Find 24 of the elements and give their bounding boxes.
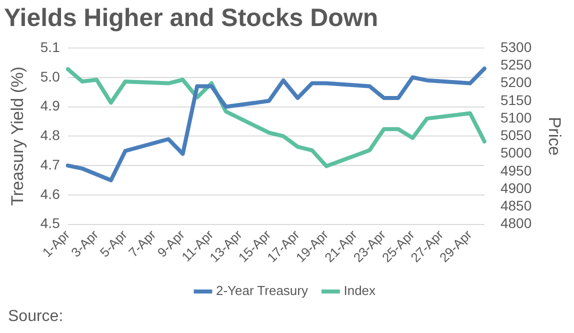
y-tick-label: 5.1 [40, 38, 60, 55]
y2-tick-label: 5200 [500, 74, 532, 90]
y-tick-label: 4.7 [40, 156, 60, 172]
y2-tick-label: 5000 [500, 144, 532, 161]
source-note: Source: [8, 308, 64, 326]
y2-tick-label: 5050 [500, 127, 532, 144]
y2-tick-label: 5300 [500, 38, 532, 55]
legend-label: Index [344, 283, 376, 298]
y-tick-label: 4.9 [40, 98, 60, 114]
y-tick-label: 5.0 [40, 68, 60, 84]
legend-label: 2-Year Treasury [216, 283, 308, 298]
y2-tick-label: 5250 [500, 56, 532, 72]
y2-tick-label: 5150 [500, 92, 532, 108]
y2-tick-label: 4800 [500, 215, 532, 232]
y2-tick-label: 5100 [500, 109, 532, 126]
y2-tick-label: 4900 [500, 180, 532, 196]
y2-tick-label: 4950 [500, 162, 532, 178]
y2-tick-label: 4850 [500, 198, 532, 214]
y-tick-label: 4.8 [40, 127, 60, 144]
y2-axis-title: Price [545, 116, 564, 156]
chart-title: Yields Higher and Stocks Down [4, 4, 378, 32]
y-tick-label: 4.6 [40, 186, 60, 202]
y-axis-title: Treasury Yield (%) [8, 66, 27, 206]
y-tick-label: 4.5 [40, 215, 60, 232]
